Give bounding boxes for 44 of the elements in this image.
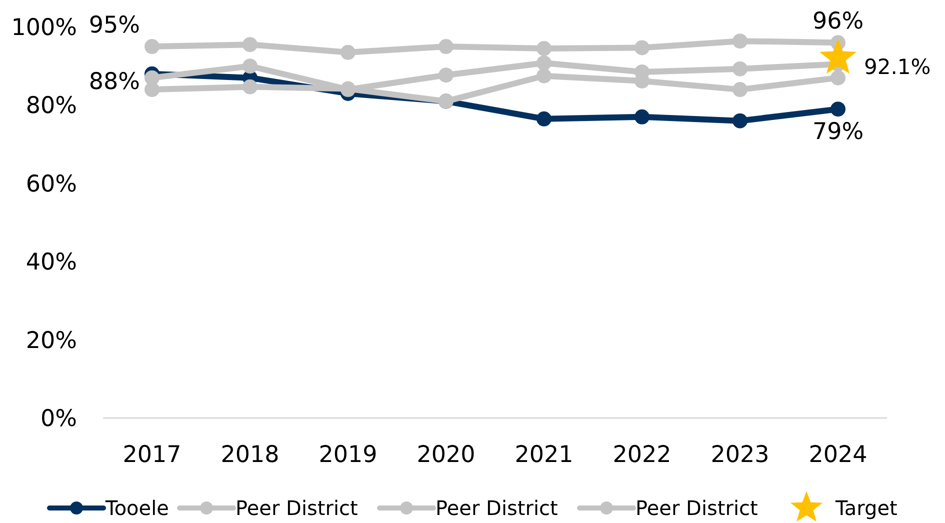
point	[438, 68, 454, 83]
x-tick-label: 2017	[122, 442, 182, 468]
point	[830, 102, 846, 117]
point	[732, 113, 748, 128]
y-tick-label: 80%	[26, 93, 77, 120]
y-tick-label: 20%	[26, 328, 77, 354]
point	[144, 39, 160, 54]
point	[536, 41, 552, 56]
data-label: 95%	[88, 12, 140, 39]
point	[438, 39, 454, 54]
legend-label: Peer District	[436, 496, 558, 520]
point	[732, 61, 748, 76]
data-label: 79%	[812, 119, 864, 146]
data-label: 96%	[812, 8, 864, 35]
y-tick-label: 0%	[40, 406, 77, 432]
legend-label: Peer District	[236, 496, 358, 520]
x-tick-label: 2022	[612, 442, 672, 468]
point	[536, 68, 552, 84]
point	[340, 44, 356, 60]
legend-label: Peer District	[636, 496, 758, 520]
point	[732, 34, 748, 49]
legend-label: Target	[834, 496, 898, 520]
point	[144, 82, 160, 98]
point	[732, 82, 748, 98]
point	[242, 79, 258, 94]
legend-label: Tooele	[104, 496, 169, 520]
point	[634, 40, 650, 56]
data-label: 88%	[88, 68, 140, 95]
point	[242, 58, 258, 74]
point	[536, 55, 552, 70]
point	[830, 70, 846, 86]
y-tick-label: 100%	[11, 15, 77, 41]
data-label: 92.1%	[864, 54, 931, 79]
y-tick-label: 60%	[26, 171, 77, 198]
y-tick-label: 40%	[26, 250, 77, 276]
x-tick-label: 2023	[710, 442, 770, 468]
point	[242, 37, 258, 52]
point	[536, 111, 552, 126]
x-tick-label: 2019	[318, 442, 378, 468]
x-tick-label: 2018	[220, 442, 280, 468]
x-tick-label: 2024	[808, 442, 868, 468]
x-tick-label: 2020	[416, 442, 476, 468]
x-tick-label: 2021	[514, 442, 574, 468]
point	[634, 109, 650, 124]
